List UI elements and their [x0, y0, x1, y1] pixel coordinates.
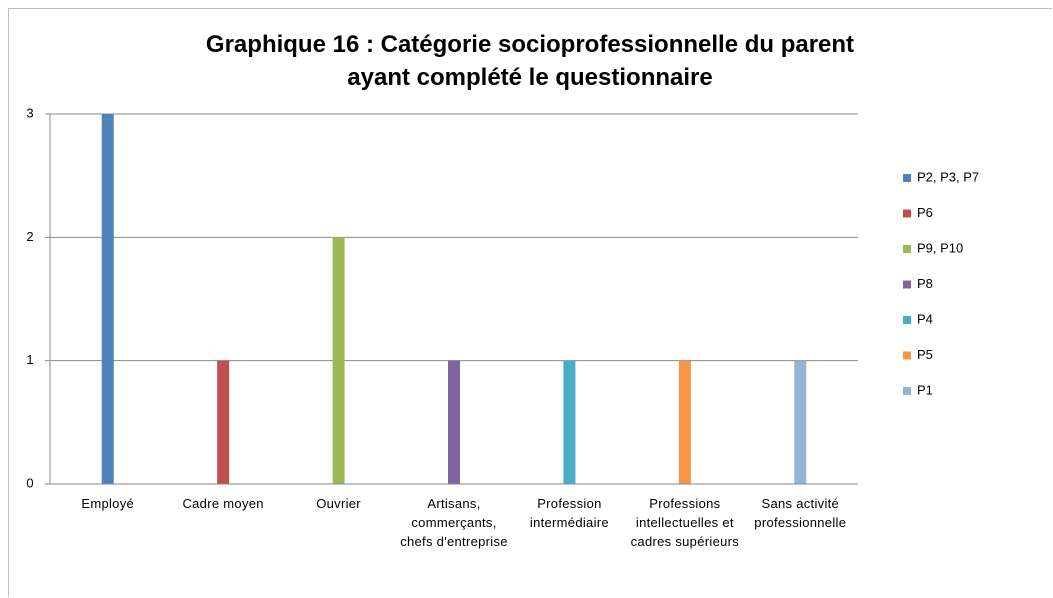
- legend-swatch: [903, 316, 911, 324]
- x-tick-label: Sans activité professionnelle: [754, 496, 847, 530]
- bar: [101, 114, 114, 484]
- legend-swatch: [903, 387, 911, 395]
- bar: [448, 360, 460, 484]
- bar: [563, 360, 576, 484]
- legend-label: P8: [917, 276, 933, 291]
- legend-label: P1: [917, 382, 933, 397]
- legend-swatch: [903, 245, 911, 253]
- x-tick-label: Ouvrier: [316, 496, 361, 511]
- chart-title: Graphique 16 : Catégorie socioprofession…: [205, 31, 855, 91]
- legend-label: P2, P3, P7: [917, 169, 979, 184]
- frame: [8, 8, 1052, 597]
- x-tick-label: Professions intellectuelles et cadres su…: [630, 496, 740, 549]
- x-tick-label: Employé: [81, 496, 135, 511]
- y-tick-label: 2: [26, 229, 33, 244]
- legend-swatch: [903, 280, 911, 289]
- bar: [217, 360, 230, 484]
- legend-label: P4: [917, 311, 933, 326]
- legend-label: P9, P10: [917, 240, 963, 255]
- bar: [332, 237, 345, 484]
- legend-swatch: [903, 351, 911, 360]
- legend-swatch: [903, 209, 911, 218]
- legend-label: P5: [917, 347, 933, 362]
- legend-swatch: [903, 174, 911, 182]
- x-tick-label: Profession intermédiaire: [529, 496, 609, 530]
- y-tick-label: 1: [26, 352, 33, 367]
- y-tick-label: 0: [26, 475, 33, 490]
- x-tick-label: Cadre moyen: [182, 496, 264, 511]
- legend-label: P6: [917, 205, 933, 220]
- bar: [794, 360, 807, 484]
- y-tick-label: 3: [26, 105, 33, 120]
- bar: [678, 360, 691, 484]
- x-tick-label: Artisans, commerçants, chefs d'entrepris…: [400, 496, 508, 549]
